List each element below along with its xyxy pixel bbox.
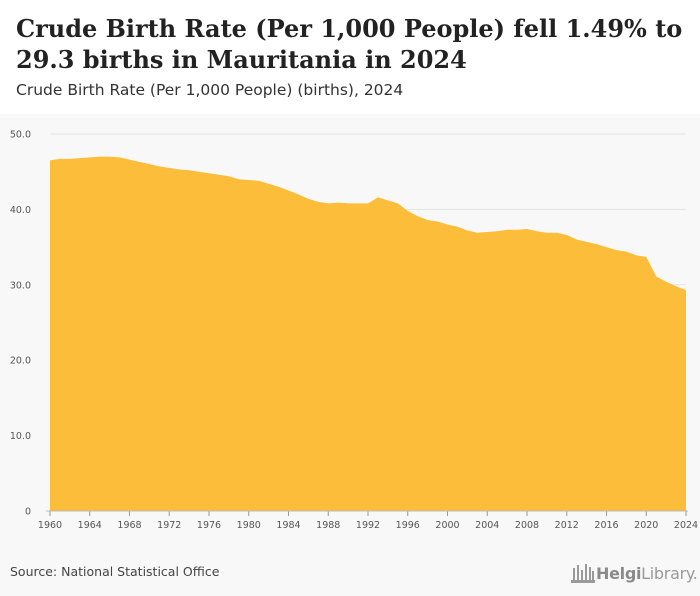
x-tick-label: 2008 [515, 520, 539, 531]
library-building-icon [571, 564, 595, 583]
x-tick-label: 1992 [356, 520, 380, 531]
logo-rest: Library. [641, 563, 698, 583]
x-tick-label: 1996 [396, 520, 420, 531]
x-tick-label: 2024 [674, 520, 698, 531]
chart-header: Crude Birth Rate (Per 1,000 People) fell… [0, 0, 700, 114]
logo-bold: Helgi [596, 563, 642, 583]
y-tick-label: 50.0 [10, 130, 31, 141]
x-tick-label: 1988 [316, 520, 340, 531]
x-tick-label: 2004 [475, 520, 499, 531]
source-note: Source: National Statistical Office [10, 564, 220, 579]
y-tick-label: 10.0 [10, 431, 31, 442]
y-tick-label: 20.0 [10, 356, 31, 367]
x-tick-label: 2016 [594, 520, 618, 531]
chart-subtitle: Crude Birth Rate (Per 1,000 People) (bir… [16, 81, 404, 99]
logo-wordmark: HelgiLibrary. [596, 564, 698, 583]
y-tick-label: 30.0 [10, 280, 31, 291]
x-tick-label: 1984 [276, 520, 300, 531]
chart-title: Crude Birth Rate (Per 1,000 People) fell… [16, 14, 683, 74]
x-tick-label: 1972 [157, 520, 181, 531]
x-tick-label: 1980 [237, 520, 261, 531]
area-series [50, 156, 686, 511]
y-tick-label: 0 [25, 507, 31, 518]
x-tick-label: 2012 [555, 520, 579, 531]
y-tick-label: 40.0 [10, 205, 31, 216]
x-tick-label: 1964 [78, 520, 102, 531]
x-tick-label: 1960 [38, 520, 62, 531]
x-tick-label: 2020 [634, 520, 658, 531]
helgi-library-logo[interactable]: HelgiLibrary. [570, 560, 698, 586]
x-tick-label: 2000 [435, 520, 459, 531]
x-tick-label: 1976 [197, 520, 221, 531]
x-tick-label: 1968 [117, 520, 141, 531]
